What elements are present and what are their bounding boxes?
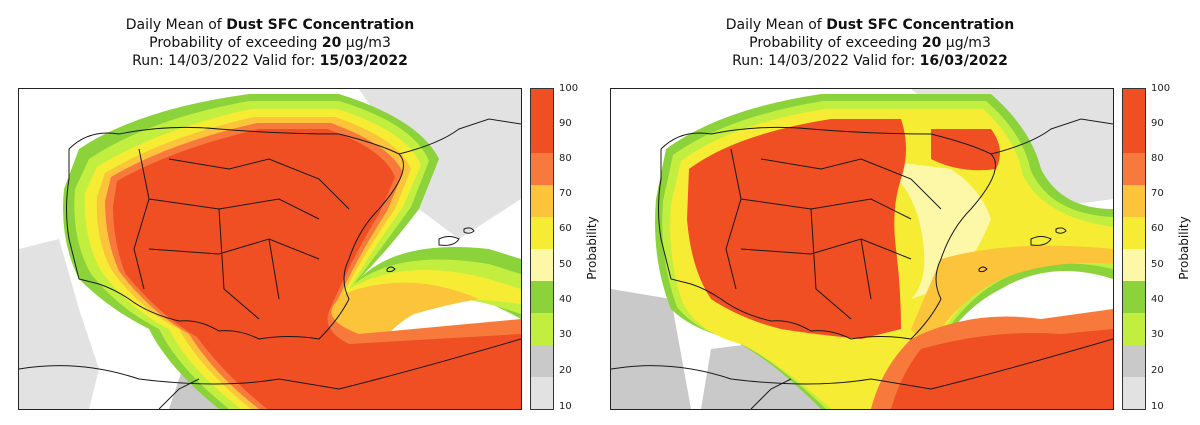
colorbar-tick-label: 60: [559, 223, 572, 234]
colorbar-segment: [1123, 249, 1145, 281]
map-title: Daily Mean of Dust SFC Concentration Pro…: [125, 17, 415, 69]
map-panel-right: Daily Mean of Dust SFC Concentration Pro…: [600, 0, 1200, 425]
colorbar-tick-label: 20: [1151, 365, 1164, 376]
colorbar-tick-label: 30: [1151, 329, 1164, 340]
dust-probability-field: [19, 89, 521, 409]
colorbar: [530, 88, 554, 410]
dust-probability-field: [611, 89, 1113, 409]
colorbar-tick-label: 20: [559, 365, 572, 376]
colorbar-tick-label: 60: [1151, 223, 1164, 234]
colorbar-segment: [531, 313, 553, 345]
map-panel-left: Daily Mean of Dust SFC Concentration Pro…: [18, 17, 599, 412]
probability-map: [18, 88, 522, 410]
colorbar-segment: [1123, 217, 1145, 249]
colorbar-tick-label: 100: [559, 83, 579, 94]
colorbar-segment: [1123, 345, 1145, 377]
colorbar-segment: [1123, 281, 1145, 313]
colorbar-tick-label: 30: [559, 329, 572, 340]
colorbar-segment: [1123, 153, 1145, 185]
colorbar-segment: [531, 377, 553, 409]
colorbar-title: Probability: [1177, 216, 1191, 280]
colorbar-tick-label: 80: [1151, 153, 1164, 164]
colorbar-tick-label: 70: [1151, 188, 1164, 199]
colorbar-tick-label: 100: [1151, 83, 1171, 94]
probability-map: [610, 88, 1114, 410]
map-title: Daily Mean of Dust SFC Concentration Pro…: [725, 17, 1015, 69]
colorbar-segment: [1123, 185, 1145, 217]
colorbar-segment: [531, 153, 553, 185]
colorbar-segment: [531, 185, 553, 217]
colorbar-segment: [531, 281, 553, 313]
colorbar-segment: [531, 89, 553, 153]
colorbar-tick-label: 80: [559, 153, 572, 164]
colorbar: [1122, 88, 1146, 410]
colorbar-segment: [531, 249, 553, 281]
colorbar-tick-label: 50: [559, 259, 572, 270]
colorbar-segment: [531, 345, 553, 377]
colorbar-tick-label: 40: [1151, 294, 1164, 305]
colorbar-tick-label: 10: [1151, 401, 1164, 412]
colorbar-tick-label: 70: [559, 188, 572, 199]
colorbar-tick-label: 10: [559, 401, 572, 412]
colorbar-segment: [1123, 377, 1145, 409]
colorbar-tick-label: 40: [559, 294, 572, 305]
colorbar-segment: [1123, 313, 1145, 345]
colorbar-segment: [531, 217, 553, 249]
colorbar-tick-label: 90: [1151, 118, 1164, 129]
colorbar-title: Probability: [585, 216, 599, 280]
colorbar-tick-label: 50: [1151, 259, 1164, 270]
colorbar-segment: [1123, 89, 1145, 153]
colorbar-tick-label: 90: [559, 118, 572, 129]
